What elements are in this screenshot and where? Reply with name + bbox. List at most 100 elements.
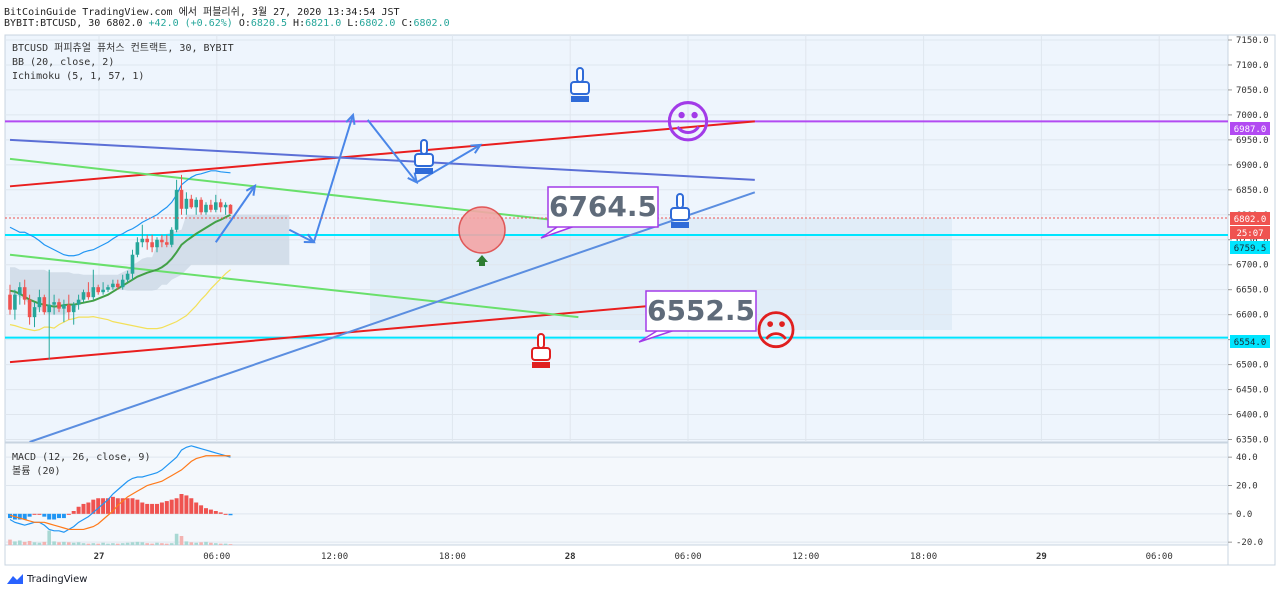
badge-6759: 6759.5 — [1230, 241, 1270, 254]
volume-bar — [18, 540, 22, 545]
candle-body — [27, 299, 32, 318]
macd-histogram-bar — [140, 502, 145, 514]
x-tick-label: 18:00 — [910, 552, 937, 562]
candle-body — [189, 198, 194, 208]
macd-histogram-bar — [155, 503, 159, 514]
candle-body — [165, 242, 169, 245]
projection-arrowhead — [245, 183, 257, 196]
candle-body — [218, 202, 223, 208]
frowny-icon: ☹ — [754, 306, 798, 355]
volume-bar — [218, 543, 223, 545]
macd-tick-label: 0.0 — [1236, 510, 1252, 520]
brand-label: TradingView — [27, 573, 88, 585]
y-tick-label: 6650.0 — [1236, 286, 1269, 296]
publish-info: BitCoinGuide TradingView.com 에서 퍼블리쉬, 3월… — [4, 7, 400, 18]
ohlc-line: BYBIT:BTCUSD, 30 6802.0 +42.0 (+0.62%) O… — [4, 18, 450, 29]
projection-segment — [288, 228, 315, 244]
candle-body — [150, 242, 154, 248]
volume-bar — [62, 541, 66, 545]
candle-body — [101, 289, 105, 293]
badge-current: 6802.0 25:07 — [1230, 212, 1270, 239]
volume-bar — [101, 542, 105, 545]
volume-bar — [223, 543, 228, 545]
close-label: C: — [401, 18, 414, 29]
tradingview-brand[interactable]: TradingView — [6, 573, 87, 585]
candle-body — [155, 239, 159, 248]
candle-body — [214, 202, 218, 210]
candle-body — [67, 304, 71, 313]
close-value: 6802.0 — [413, 18, 450, 29]
macd-histogram-bar — [145, 503, 150, 514]
macd-pane[interactable] — [4, 442, 1229, 546]
macd-histogram-bar — [47, 513, 52, 520]
y-tick-label: 7000.0 — [1236, 111, 1269, 121]
candle-body — [125, 273, 130, 280]
volume-bar — [106, 543, 110, 545]
countdown: 25:07 — [1236, 229, 1263, 239]
macd-histogram-bar — [71, 511, 76, 514]
signal-line — [9, 455, 231, 531]
macd-histogram-bar — [135, 499, 140, 514]
volume-bar — [71, 542, 76, 545]
macd-histogram-bar — [22, 513, 27, 520]
open-value: 6820.5 — [250, 18, 288, 29]
legend-volume[interactable]: 볼륨 (20) — [12, 465, 61, 477]
macd-histogram-bar — [130, 498, 135, 514]
candle-body — [96, 287, 100, 293]
x-tick-label: 06:00 — [203, 552, 230, 562]
svg-text:6554.0: 6554.0 — [1234, 338, 1267, 348]
volume-bar — [13, 541, 17, 545]
candle-body — [179, 189, 184, 209]
macd-histogram-bar — [42, 513, 47, 517]
macd-histogram-bar — [91, 499, 96, 514]
volume-bar — [125, 542, 130, 545]
volume-bar — [140, 542, 145, 545]
x-tick-label: 12:00 — [792, 552, 819, 562]
low-label: L: — [347, 18, 360, 29]
y-tick-label: 7050.0 — [1236, 86, 1269, 96]
volume-bar — [199, 542, 203, 545]
callout-upper-value: 6764.5 — [549, 190, 657, 223]
callout-lower: 6552.5 — [638, 290, 757, 343]
volume-bar — [135, 541, 140, 545]
y-tick-label: 6700.0 — [1236, 261, 1269, 271]
candle-body — [86, 292, 91, 298]
legend-bb[interactable]: BB (20, close, 2) — [12, 57, 114, 68]
y-tick-label: 6600.0 — [1236, 311, 1269, 321]
callout-lower-value: 6552.5 — [647, 294, 755, 327]
trendline-red-upper — [9, 120, 755, 188]
candle-body — [62, 304, 66, 309]
legend-macd[interactable]: MACD (12, 26, close, 9) — [12, 452, 150, 463]
macd-histogram-bar — [76, 506, 81, 514]
candle-body — [13, 294, 17, 310]
macd-histogram-bar — [106, 498, 110, 514]
macd-histogram-bar — [61, 513, 66, 519]
svg-text:6802.0: 6802.0 — [1234, 215, 1267, 225]
legend-ichimoku[interactable]: Ichimoku (5, 1, 57, 1) — [12, 71, 144, 82]
x-tick-label: 18:00 — [439, 552, 466, 562]
pointing-hand-down-icon — [570, 67, 590, 102]
candle-body — [184, 198, 189, 209]
bb-lower — [9, 269, 231, 332]
volume-bar — [165, 543, 169, 545]
macd-histogram-bar — [228, 513, 233, 516]
x-tick-label: 28 — [565, 552, 576, 562]
candle-body — [76, 299, 81, 305]
callout-upper: 6764.5 — [540, 186, 659, 239]
trendline-blue-upper — [9, 138, 755, 181]
candle-body — [81, 292, 86, 300]
volume-bar — [160, 543, 164, 545]
macd-line — [9, 445, 231, 533]
badge-6554: 6554.0 — [1230, 335, 1270, 348]
macd-histogram-bar — [218, 512, 223, 514]
volume-bar — [184, 541, 189, 545]
x-tick-label: 06:00 — [1146, 552, 1173, 562]
volume-bar — [81, 543, 86, 545]
y-tick-label: 7150.0 — [1236, 36, 1269, 46]
projection-segment — [214, 185, 256, 243]
pointing-hand-down-icon — [414, 139, 434, 174]
candle-body — [160, 239, 164, 243]
candle-body — [116, 283, 120, 288]
y-tick-label: 6400.0 — [1236, 411, 1269, 421]
